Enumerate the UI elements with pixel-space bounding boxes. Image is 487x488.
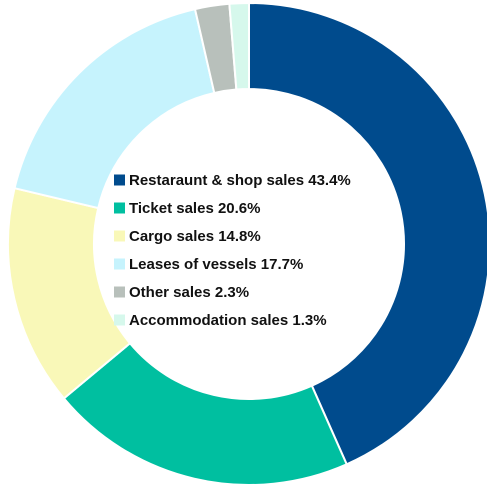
- legend-label-2: Cargo sales 14.8%: [129, 228, 261, 245]
- legend-label-5: Accommodation sales 1.3%: [129, 312, 327, 329]
- donut-slices: [7, 1, 487, 486]
- donut-slice-5: [228, 1, 250, 91]
- donut-slice-0: [248, 1, 487, 466]
- legend-label-4: Other sales 2.3%: [129, 284, 249, 301]
- legend-label-0: Restaraunt & shop sales 43.4%: [129, 172, 351, 189]
- legend-label-1: Ticket sales 20.6%: [129, 200, 260, 217]
- donut-slice-1: [62, 341, 349, 486]
- legend-swatch-4: [114, 286, 125, 298]
- legend-swatch-5: [114, 314, 125, 326]
- legend-label-3: Leases of vessels 17.7%: [129, 256, 303, 273]
- legend-swatch-2: [114, 230, 125, 242]
- legend-swatch-1: [114, 202, 125, 214]
- chart-legend: Restaraunt & shop sales 43.4% Ticket sale…: [114, 172, 351, 329]
- legend-swatch-3: [114, 258, 125, 270]
- legend-swatch-0: [114, 174, 125, 186]
